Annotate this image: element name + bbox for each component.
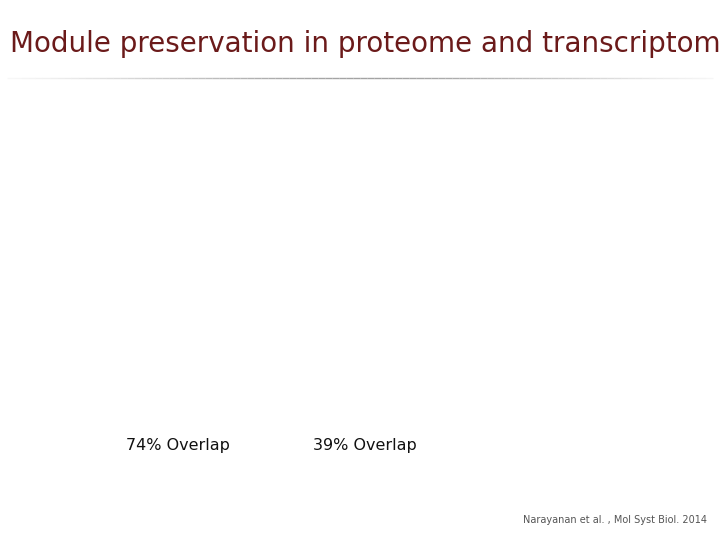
Text: 74% Overlap: 74% Overlap xyxy=(126,438,230,453)
Text: 39% Overlap: 39% Overlap xyxy=(313,438,417,453)
Text: Narayanan et al. , Mol Syst Biol. 2014: Narayanan et al. , Mol Syst Biol. 2014 xyxy=(523,515,707,525)
Text: Module preservation in proteome and transcriptome: Module preservation in proteome and tran… xyxy=(10,30,720,58)
